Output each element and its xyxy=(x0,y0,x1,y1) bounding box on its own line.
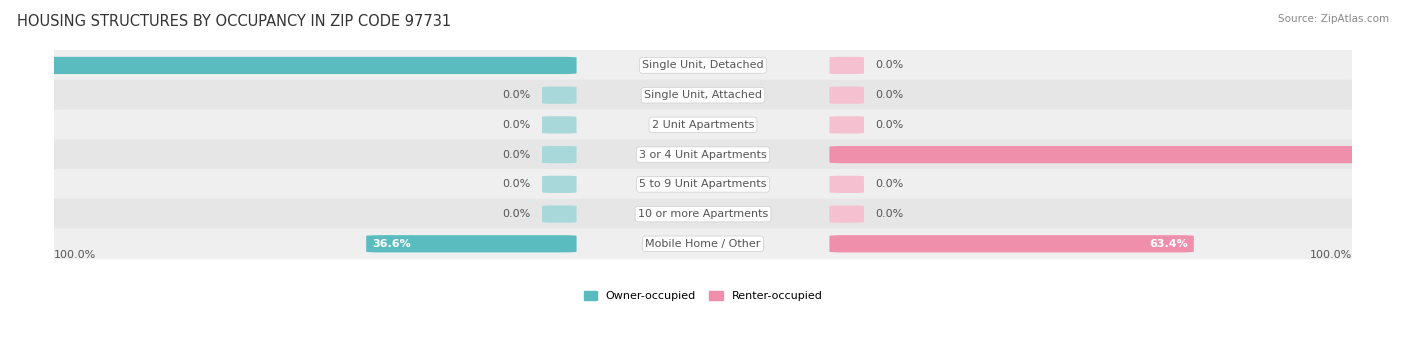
Text: 36.6%: 36.6% xyxy=(373,239,411,249)
FancyBboxPatch shape xyxy=(42,169,1364,200)
Text: Single Unit, Attached: Single Unit, Attached xyxy=(644,90,762,100)
FancyBboxPatch shape xyxy=(543,206,576,223)
FancyBboxPatch shape xyxy=(830,176,863,193)
Text: 0.0%: 0.0% xyxy=(502,120,530,130)
FancyBboxPatch shape xyxy=(42,50,1364,81)
Text: 100.0%: 100.0% xyxy=(53,250,96,260)
Text: 63.4%: 63.4% xyxy=(1149,239,1188,249)
FancyBboxPatch shape xyxy=(42,139,1364,170)
FancyBboxPatch shape xyxy=(366,235,576,252)
FancyBboxPatch shape xyxy=(830,87,863,104)
FancyBboxPatch shape xyxy=(830,57,863,74)
FancyBboxPatch shape xyxy=(830,146,1405,163)
Text: 10 or more Apartments: 10 or more Apartments xyxy=(638,209,768,219)
FancyBboxPatch shape xyxy=(42,109,1364,140)
Legend: Owner-occupied, Renter-occupied: Owner-occupied, Renter-occupied xyxy=(583,291,823,301)
FancyBboxPatch shape xyxy=(42,198,1364,229)
Text: 100.0%: 100.0% xyxy=(1310,250,1353,260)
FancyBboxPatch shape xyxy=(42,228,1364,259)
Text: 0.0%: 0.0% xyxy=(502,209,530,219)
Text: 100.0%: 100.0% xyxy=(7,60,53,71)
FancyBboxPatch shape xyxy=(830,235,1194,252)
FancyBboxPatch shape xyxy=(543,116,576,134)
FancyBboxPatch shape xyxy=(543,87,576,104)
Text: 0.0%: 0.0% xyxy=(876,90,904,100)
Text: 2 Unit Apartments: 2 Unit Apartments xyxy=(652,120,754,130)
Text: Source: ZipAtlas.com: Source: ZipAtlas.com xyxy=(1278,14,1389,24)
FancyBboxPatch shape xyxy=(830,206,863,223)
Text: 0.0%: 0.0% xyxy=(876,209,904,219)
Text: 5 to 9 Unit Apartments: 5 to 9 Unit Apartments xyxy=(640,179,766,189)
FancyBboxPatch shape xyxy=(543,176,576,193)
Text: 100.0%: 100.0% xyxy=(1353,150,1399,160)
Text: HOUSING STRUCTURES BY OCCUPANCY IN ZIP CODE 97731: HOUSING STRUCTURES BY OCCUPANCY IN ZIP C… xyxy=(17,14,451,29)
FancyBboxPatch shape xyxy=(830,116,863,134)
FancyBboxPatch shape xyxy=(42,80,1364,110)
Text: 0.0%: 0.0% xyxy=(876,60,904,71)
Text: 0.0%: 0.0% xyxy=(876,120,904,130)
Text: Single Unit, Detached: Single Unit, Detached xyxy=(643,60,763,71)
FancyBboxPatch shape xyxy=(1,57,576,74)
Text: 0.0%: 0.0% xyxy=(502,150,530,160)
Text: 3 or 4 Unit Apartments: 3 or 4 Unit Apartments xyxy=(640,150,766,160)
Text: 0.0%: 0.0% xyxy=(876,179,904,189)
Text: Mobile Home / Other: Mobile Home / Other xyxy=(645,239,761,249)
FancyBboxPatch shape xyxy=(543,146,576,163)
Text: 0.0%: 0.0% xyxy=(502,90,530,100)
Text: 0.0%: 0.0% xyxy=(502,179,530,189)
